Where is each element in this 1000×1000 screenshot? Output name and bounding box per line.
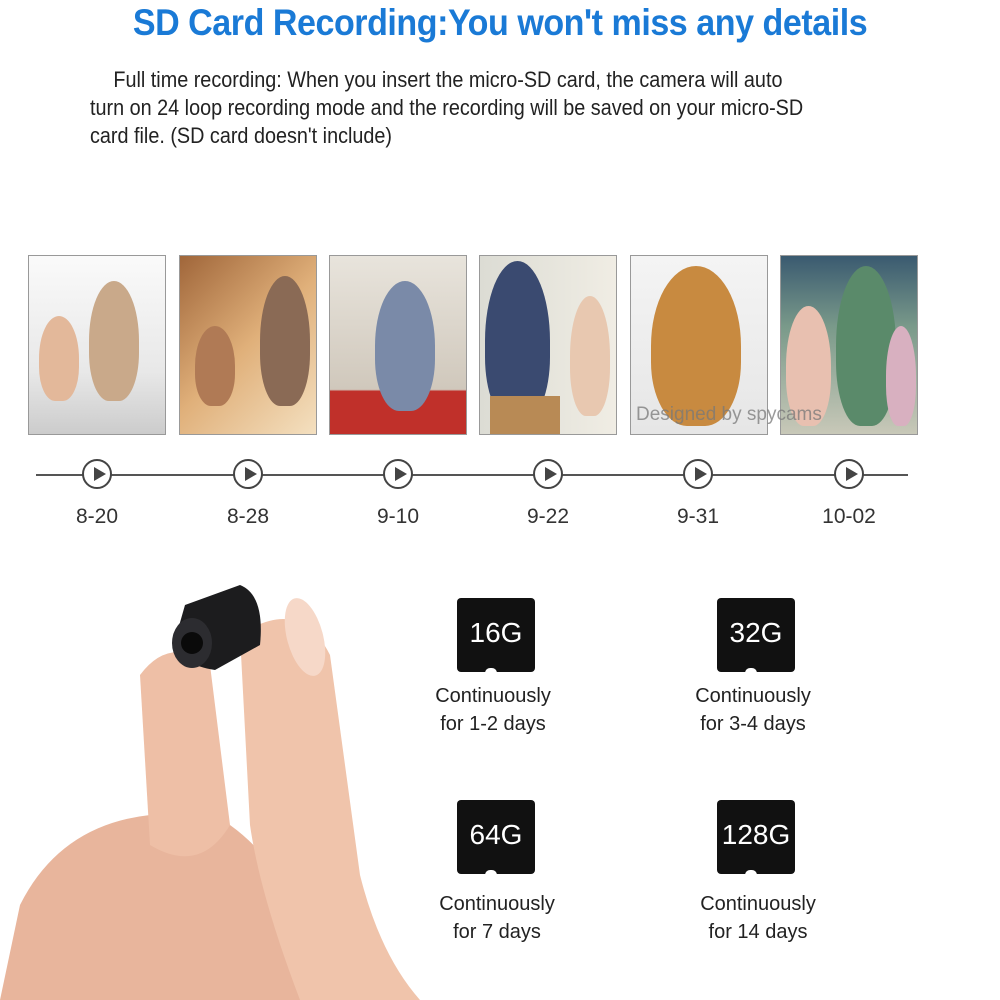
sd-card-icon: 32G [717, 598, 795, 673]
timeline-date: 9-10 [376, 505, 420, 528]
timeline-line [36, 474, 908, 476]
recording-thumbnail-4[interactable] [479, 255, 617, 435]
sd-card-icon: 16G [457, 598, 535, 673]
play-icon[interactable] [233, 459, 263, 489]
capacity-caption: Continuously for 7 days [439, 893, 555, 943]
timeline-date: 9-31 [676, 505, 720, 528]
watermark: Designed by spycams [636, 404, 822, 425]
description: Full time recording: When you insert the… [90, 67, 804, 148]
capacity-caption: Continuously for 14 days [700, 893, 816, 943]
recording-thumbnail-3[interactable] [329, 255, 467, 435]
camera-in-hand-image [0, 585, 420, 1000]
timeline-date: 9-22 [526, 505, 570, 528]
timeline-date: 8-20 [75, 505, 119, 528]
recording-thumbnail-5[interactable] [630, 255, 768, 435]
timeline-date: 10-02 [822, 505, 876, 528]
timeline-date: 8-28 [226, 505, 270, 528]
capacity-caption: Continuously for 1-2 days [435, 685, 551, 735]
page-title: SD Card Recording:You won't miss any det… [132, 2, 868, 43]
recording-thumbnail-2[interactable] [179, 255, 317, 435]
recording-thumbnail-1[interactable] [28, 255, 166, 435]
sd-card-icon: 128G [717, 800, 795, 875]
play-icon[interactable] [82, 459, 112, 489]
capacity-caption: Continuously for 3-4 days [695, 685, 811, 735]
play-icon[interactable] [533, 459, 563, 489]
play-icon[interactable] [834, 459, 864, 489]
recording-thumbnail-6[interactable] [780, 255, 918, 435]
play-icon[interactable] [683, 459, 713, 489]
play-icon[interactable] [383, 459, 413, 489]
sd-card-icon: 64G [457, 800, 535, 875]
